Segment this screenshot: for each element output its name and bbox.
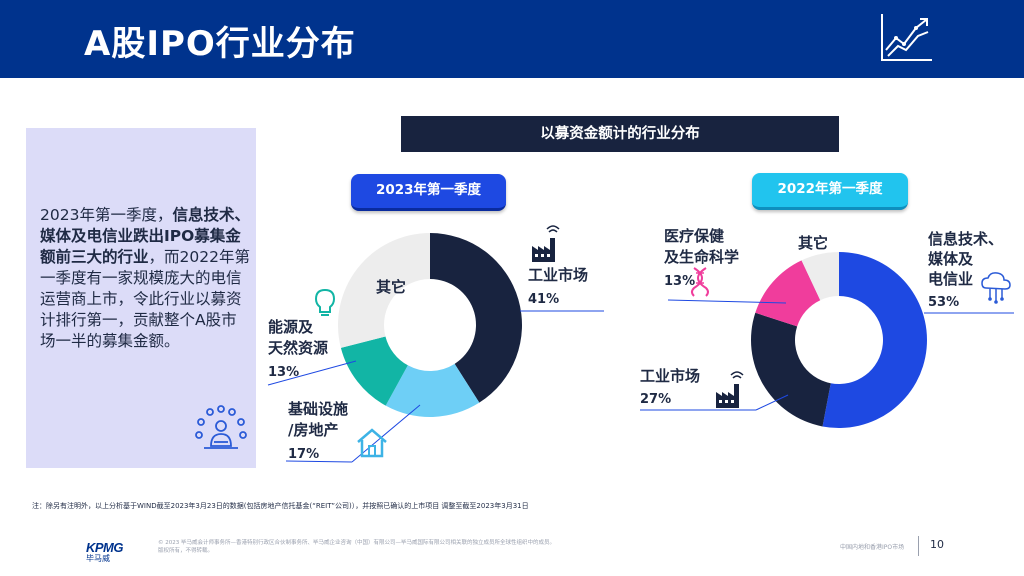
- footer-title: 中国内地和香港IPO市场: [840, 544, 905, 551]
- label-tmt-2022-line1: 信息技术、: [928, 230, 1003, 248]
- lightbulb-icon: [314, 288, 336, 316]
- donut-2022: [750, 252, 927, 428]
- donut-2023: [338, 233, 522, 417]
- footnote: 注：除另有注明外，以上分析基于WIND截至2023年3月23日的数据(包括房地产…: [32, 502, 529, 510]
- pct-industrial-2022: 27%: [640, 392, 671, 407]
- label-health-2022-line1: 医疗保健: [664, 227, 724, 245]
- footer-divider: [918, 536, 919, 556]
- pct-infra-2023: 17%: [288, 447, 319, 462]
- label-industrial-2022: 工业市场: [640, 367, 700, 385]
- dna-icon: [691, 267, 709, 297]
- label-health-2022-line2: 及生命科学: [664, 248, 739, 266]
- donut-slice-0-1: [385, 363, 480, 417]
- donut-slice-1-2: [755, 260, 821, 327]
- pct-industrial-2023: 41%: [528, 292, 559, 307]
- house-icon: [357, 428, 387, 458]
- donut-slice-0-0: [430, 233, 522, 403]
- leader-line: [755, 394, 789, 411]
- label-other-2023: 其它: [376, 278, 406, 296]
- summary-panel: [26, 128, 256, 468]
- kpmg-logo-cn: 毕马威: [86, 554, 110, 563]
- factory-icon: [716, 371, 744, 408]
- people-network-icon: [195, 405, 247, 449]
- summary-text: 2023年第一季度，信息技术、媒体及电信业跌出IPO募集金额前三大的行业，而20…: [40, 206, 250, 350]
- leader-line: [285, 460, 353, 463]
- pct-health-2022: 13%: [664, 274, 695, 289]
- kpmg-logo: KPMG 毕马威: [86, 540, 126, 564]
- label-tmt-2022-line3: 电信业: [928, 270, 973, 288]
- label-energy-2023-line2: 天然资源: [268, 339, 328, 357]
- pct-energy-2023: 13%: [268, 365, 299, 380]
- label-infra-2023-line1: 基础设施: [287, 400, 348, 418]
- cloud-network-icon: [981, 272, 1011, 304]
- page-title: A股IPO行业分布: [84, 24, 356, 64]
- label-industrial-2023: 工业市场: [528, 266, 588, 284]
- pct-tmt-2022: 53%: [928, 295, 959, 310]
- header-bar: A股IPO行业分布: [0, 0, 1024, 78]
- tab-2022-q1: 2022年第一季度: [752, 173, 908, 210]
- leader-line: [667, 299, 787, 304]
- donut-slice-0-3: [338, 233, 430, 348]
- label-infra-2023-line2: /房地产: [288, 421, 338, 439]
- donut-slice-1-3: [801, 252, 839, 301]
- leader-line: [351, 404, 421, 463]
- label-energy-2023-line1: 能源及: [268, 318, 314, 336]
- kpmg-logo-text: KPMG: [86, 540, 124, 555]
- donut-slice-1-0: [822, 252, 927, 428]
- leader-line: [267, 360, 357, 386]
- chart-banner: 以募资金额计的行业分布: [401, 116, 839, 152]
- label-other-2022: 其它: [798, 234, 828, 252]
- donut-slice-1-1: [750, 312, 831, 427]
- donut-slice-0-2: [340, 336, 408, 406]
- factory-icon: [532, 225, 560, 262]
- chart-growth-icon: [881, 14, 932, 61]
- tab-2023-q1: 2023年第一季度: [351, 174, 506, 211]
- page-number: 10: [930, 538, 944, 551]
- legal-text: © 2023 毕马威会计师事务所—香港特别行政区合伙制事务所、毕马威企业咨询（中…: [158, 540, 555, 554]
- label-tmt-2022-line2: 媒体及: [928, 250, 974, 268]
